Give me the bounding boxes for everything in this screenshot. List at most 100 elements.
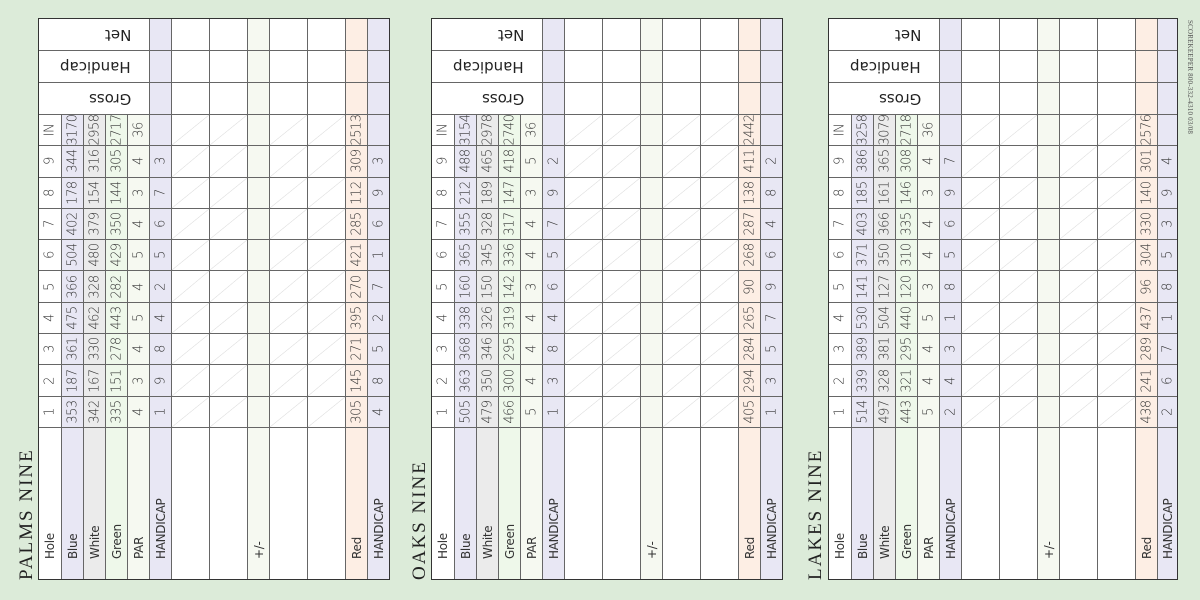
player-3-name-cell[interactable] — [1060, 427, 1098, 579]
score-entry-cell[interactable] — [270, 19, 308, 51]
player-1-score-cell[interactable] — [962, 208, 1000, 241]
player-1-score-cell[interactable] — [172, 146, 210, 178]
player-4-score-cell[interactable] — [701, 365, 739, 397]
player-1-score-cell[interactable] — [172, 302, 210, 335]
plus-minus-score-cell[interactable] — [641, 208, 663, 241]
score-entry-cell[interactable] — [1000, 83, 1038, 115]
score-entry-cell[interactable] — [1136, 19, 1158, 51]
score-entry-cell[interactable] — [761, 83, 782, 115]
player-2-score-cell[interactable] — [603, 365, 641, 397]
player-4-name-cell[interactable] — [701, 427, 739, 579]
score-entry-cell[interactable] — [940, 19, 962, 51]
player-4-score-cell[interactable] — [701, 302, 739, 335]
plus-minus-score-cell[interactable] — [1038, 365, 1060, 397]
player-4-score-cell[interactable] — [701, 240, 739, 272]
player-1-score-cell[interactable] — [172, 177, 210, 209]
player-2-score-cell[interactable] — [210, 115, 248, 147]
score-entry-cell[interactable] — [761, 51, 782, 83]
score-entry-cell[interactable] — [1098, 83, 1136, 115]
player-1-score-cell[interactable] — [565, 302, 603, 335]
score-entry-cell[interactable] — [1038, 19, 1060, 51]
player-4-score-cell[interactable] — [1098, 115, 1136, 147]
player-3-score-cell[interactable] — [270, 208, 308, 241]
player-2-score-cell[interactable] — [603, 208, 641, 241]
player-3-score-cell[interactable] — [1060, 208, 1098, 241]
score-entry-cell[interactable] — [641, 19, 663, 51]
player-2-score-cell[interactable] — [210, 208, 248, 241]
player-4-score-cell[interactable] — [1098, 240, 1136, 272]
plus-minus-score-cell[interactable] — [641, 177, 663, 209]
score-entry-cell[interactable] — [150, 19, 172, 51]
score-entry-cell[interactable] — [1098, 19, 1136, 51]
plus-minus-score-cell[interactable] — [248, 115, 270, 147]
player-3-score-cell[interactable] — [1060, 146, 1098, 178]
score-entry-cell[interactable] — [761, 19, 782, 51]
player-4-score-cell[interactable] — [308, 115, 346, 147]
score-entry-cell[interactable] — [270, 51, 308, 83]
player-4-score-cell[interactable] — [701, 271, 739, 303]
plus-minus-score-cell[interactable] — [641, 302, 663, 335]
score-entry-cell[interactable] — [739, 51, 761, 83]
player-2-score-cell[interactable] — [210, 146, 248, 178]
player-1-score-cell[interactable] — [172, 334, 210, 366]
player-3-score-cell[interactable] — [663, 146, 701, 178]
player-2-score-cell[interactable] — [1000, 302, 1038, 335]
player-3-score-cell[interactable] — [663, 115, 701, 147]
score-entry-cell[interactable] — [308, 83, 346, 115]
player-1-score-cell[interactable] — [172, 240, 210, 272]
player-2-score-cell[interactable] — [1000, 334, 1038, 366]
plus-minus-score-cell[interactable] — [641, 271, 663, 303]
player-2-score-cell[interactable] — [1000, 177, 1038, 209]
player-2-name-cell[interactable] — [210, 427, 248, 579]
player-4-score-cell[interactable] — [701, 146, 739, 178]
player-2-score-cell[interactable] — [603, 271, 641, 303]
player-4-score-cell[interactable] — [308, 240, 346, 272]
score-entry-cell[interactable] — [308, 51, 346, 83]
player-1-score-cell[interactable] — [565, 396, 603, 428]
player-2-score-cell[interactable] — [210, 302, 248, 335]
plus-minus-score-cell[interactable] — [1038, 334, 1060, 366]
plus-minus-score-cell[interactable] — [1038, 271, 1060, 303]
score-entry-cell[interactable] — [1000, 51, 1038, 83]
score-entry-cell[interactable] — [940, 51, 962, 83]
score-entry-cell[interactable] — [248, 19, 270, 51]
score-entry-cell[interactable] — [172, 83, 210, 115]
plus-minus-score-cell[interactable] — [1038, 302, 1060, 335]
player-2-score-cell[interactable] — [603, 396, 641, 428]
player-2-score-cell[interactable] — [603, 146, 641, 178]
plus-minus-score-cell[interactable] — [1038, 208, 1060, 241]
player-2-score-cell[interactable] — [1000, 365, 1038, 397]
plus-minus-score-cell[interactable] — [1038, 240, 1060, 272]
score-entry-cell[interactable] — [1158, 83, 1177, 115]
player-3-score-cell[interactable] — [663, 365, 701, 397]
player-1-score-cell[interactable] — [565, 208, 603, 241]
score-entry-cell[interactable] — [565, 83, 603, 115]
player-3-score-cell[interactable] — [270, 396, 308, 428]
player-3-score-cell[interactable] — [1060, 177, 1098, 209]
player-1-score-cell[interactable] — [172, 208, 210, 241]
player-2-score-cell[interactable] — [603, 302, 641, 335]
score-entry-cell[interactable] — [368, 83, 389, 115]
player-4-score-cell[interactable] — [701, 396, 739, 428]
player-3-score-cell[interactable] — [270, 271, 308, 303]
score-entry-cell[interactable] — [308, 19, 346, 51]
player-2-score-cell[interactable] — [210, 271, 248, 303]
player-2-score-cell[interactable] — [210, 240, 248, 272]
score-entry-cell[interactable] — [701, 19, 739, 51]
score-entry-cell[interactable] — [210, 51, 248, 83]
score-entry-cell[interactable] — [1060, 19, 1098, 51]
player-4-score-cell[interactable] — [1098, 396, 1136, 428]
player-4-score-cell[interactable] — [308, 302, 346, 335]
plus-minus-score-cell[interactable] — [641, 365, 663, 397]
score-entry-cell[interactable] — [603, 19, 641, 51]
player-3-score-cell[interactable] — [1060, 271, 1098, 303]
score-entry-cell[interactable] — [368, 51, 389, 83]
player-1-score-cell[interactable] — [962, 115, 1000, 147]
player-4-score-cell[interactable] — [1098, 365, 1136, 397]
player-4-score-cell[interactable] — [1098, 271, 1136, 303]
plus-minus-score-cell[interactable] — [641, 240, 663, 272]
score-entry-cell[interactable] — [739, 83, 761, 115]
player-2-score-cell[interactable] — [210, 177, 248, 209]
score-entry-cell[interactable] — [346, 83, 368, 115]
player-3-score-cell[interactable] — [270, 334, 308, 366]
